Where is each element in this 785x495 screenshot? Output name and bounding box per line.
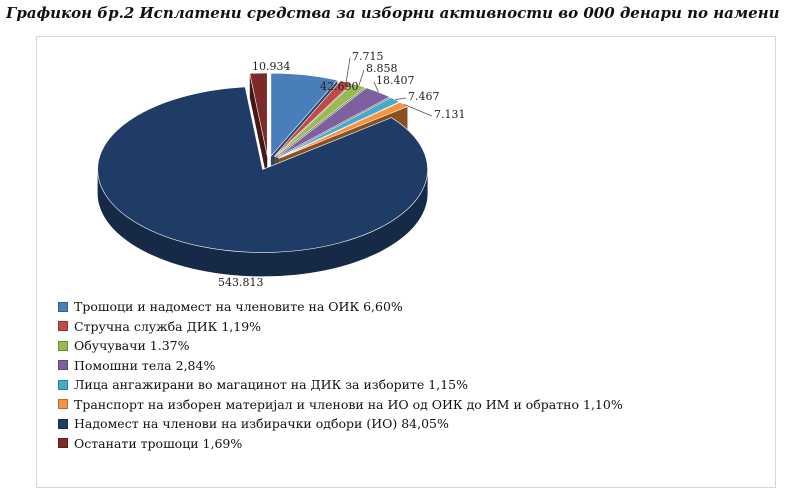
chart-frame	[36, 36, 776, 488]
data-label: 42.690	[320, 80, 359, 93]
pie-slice	[249, 72, 268, 181]
data-label: 7.715	[352, 50, 384, 63]
leader-line	[395, 97, 407, 101]
pie-slice-top	[277, 97, 401, 159]
pie-slice-rim	[97, 169, 428, 277]
legend-swatch	[58, 418, 68, 429]
legend-label: Надомест на членови на избирачки одбори …	[74, 416, 449, 432]
pie-slice-top	[249, 72, 268, 157]
legend-item: Лица ангажирани во магацинот на ДИК за и…	[58, 375, 623, 395]
pie-slice-top	[274, 83, 366, 158]
leader-line	[345, 57, 351, 83]
chart-title: Графикон бр.2 Исплатени средства за избо…	[6, 4, 780, 22]
legend-label: Останати трошоци 1,69%	[74, 435, 243, 451]
legend-item: Останати трошоци 1,69%	[58, 434, 623, 454]
leader-line	[358, 69, 365, 86]
pie-slice-top	[270, 72, 338, 157]
legend-label: Транспорт на изборен материјал и членови…	[74, 396, 623, 412]
legend-swatch	[58, 340, 68, 351]
data-label: 543.813	[218, 276, 264, 289]
legend-label: Помошни тела 2,84%	[74, 357, 216, 373]
legend-item: Транспорт на изборен материјал и членови…	[58, 395, 623, 415]
legend-label: Лица ангажирани во магацинот на ДИК за и…	[74, 377, 469, 393]
legend: Трошоци и надомест на членовите на ОИК 6…	[58, 297, 623, 453]
data-label: 7.467	[408, 90, 440, 103]
legend-label: Стручна служба ДИК 1,19%	[74, 318, 262, 334]
legend-swatch	[58, 321, 68, 332]
legend-swatch	[58, 438, 68, 449]
legend-swatch	[58, 301, 68, 312]
leader-line	[403, 104, 433, 117]
pie-slice-wall	[249, 73, 268, 181]
legend-label: Обучувачи 1.37%	[74, 338, 190, 354]
legend-item: Стручна служба ДИК 1,19%	[58, 317, 623, 337]
data-label: 7.131	[434, 108, 466, 121]
legend-label: Трошоци и надомест на членовите на ОИК 6…	[74, 299, 403, 315]
legend-item: Помошни тела 2,84%	[58, 356, 623, 376]
legend-item: Обучувачи 1.37%	[58, 336, 623, 356]
data-label: 8.858	[366, 62, 398, 75]
pie-slice-top	[97, 86, 428, 253]
data-label: 18.407	[376, 74, 415, 87]
legend-item: Надомест на членови на избирачки одбори …	[58, 414, 623, 434]
pie-slice	[97, 86, 428, 277]
data-label: 10.934	[252, 60, 291, 73]
legend-item: Трошоци и надомест на членовите на ОИК 6…	[58, 297, 623, 317]
legend-swatch	[58, 360, 68, 371]
legend-swatch	[58, 399, 68, 410]
leader-line	[373, 81, 379, 93]
legend-swatch	[58, 379, 68, 390]
